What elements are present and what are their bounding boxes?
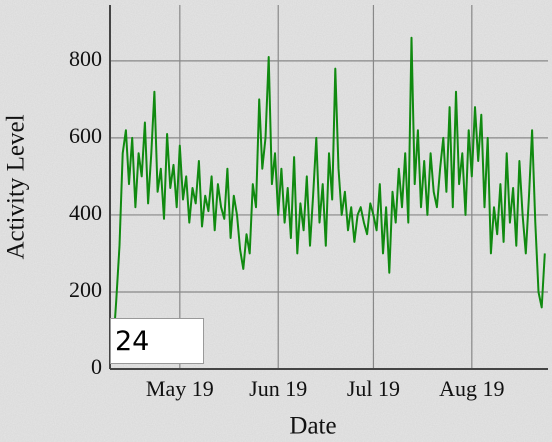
y-tick-label: 800: [69, 46, 102, 71]
y-tick-label: 0: [91, 354, 102, 379]
y-tick-label: 400: [69, 200, 102, 225]
x-tick-label: May 19: [146, 376, 214, 401]
text-input[interactable]: 24: [110, 318, 204, 364]
x-axis-label: Date: [289, 413, 336, 440]
x-tick-label: Aug 19: [439, 376, 504, 401]
y-tick-label: 200: [69, 277, 102, 302]
data-line: [112, 36, 546, 346]
y-axis-label: Activity Level: [3, 114, 30, 259]
x-tick-label: Jun 19: [249, 376, 307, 401]
x-tick-label: Jul 19: [347, 376, 400, 401]
y-tick-label: 600: [69, 123, 102, 148]
